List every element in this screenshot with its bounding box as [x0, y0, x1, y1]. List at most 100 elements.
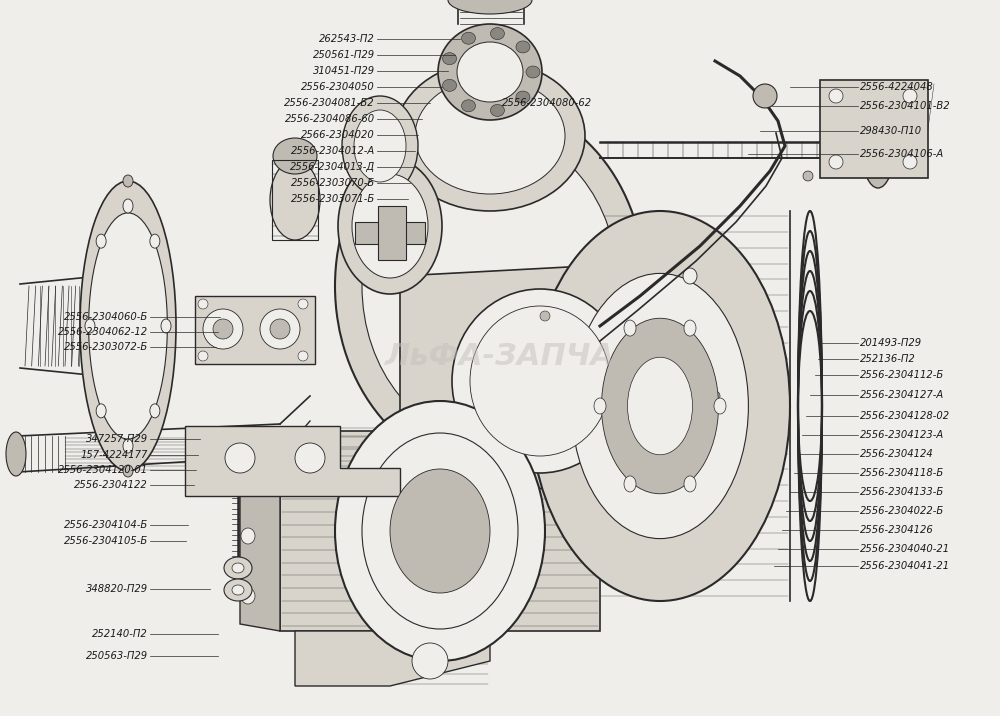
Ellipse shape — [225, 443, 255, 473]
Ellipse shape — [260, 309, 300, 349]
Ellipse shape — [241, 468, 255, 484]
Text: 2556-2303071-Б: 2556-2303071-Б — [291, 194, 375, 204]
Text: 2556-2304050: 2556-2304050 — [301, 82, 375, 92]
Text: 2556-2304123-А: 2556-2304123-А — [860, 430, 944, 440]
Ellipse shape — [526, 66, 540, 78]
Ellipse shape — [335, 401, 545, 661]
Text: 2556-2304120-01: 2556-2304120-01 — [58, 465, 148, 475]
Polygon shape — [240, 431, 280, 631]
Ellipse shape — [457, 42, 523, 102]
Polygon shape — [400, 261, 680, 496]
Ellipse shape — [602, 318, 718, 494]
Text: 2556-2304127-А: 2556-2304127-А — [860, 390, 944, 400]
Ellipse shape — [232, 585, 244, 595]
Text: 2556-2304012-А: 2556-2304012-А — [291, 146, 375, 156]
Ellipse shape — [462, 32, 476, 44]
Ellipse shape — [273, 138, 317, 174]
Text: 252136-П2: 252136-П2 — [860, 354, 916, 364]
Text: 250563-П29: 250563-П29 — [86, 651, 148, 661]
Ellipse shape — [683, 448, 697, 464]
Ellipse shape — [150, 404, 160, 418]
Ellipse shape — [354, 110, 406, 182]
Text: 2556-2304086-60: 2556-2304086-60 — [285, 114, 375, 124]
Ellipse shape — [232, 563, 244, 573]
Ellipse shape — [270, 319, 290, 339]
Ellipse shape — [624, 476, 636, 492]
Ellipse shape — [412, 643, 448, 679]
Ellipse shape — [862, 112, 894, 188]
Ellipse shape — [150, 234, 160, 248]
Text: 157-4224177: 157-4224177 — [81, 450, 148, 460]
Text: 348820-П29: 348820-П29 — [86, 584, 148, 594]
Ellipse shape — [594, 398, 606, 414]
Text: 2556-2304126: 2556-2304126 — [860, 525, 934, 535]
Text: 2556-2304080-62: 2556-2304080-62 — [502, 98, 592, 108]
Bar — [272, 160, 318, 240]
Ellipse shape — [123, 465, 133, 477]
Text: 2556-2304106-А: 2556-2304106-А — [860, 149, 944, 159]
Text: 2556-2304124: 2556-2304124 — [860, 449, 934, 459]
Text: 2556-2304101-В2: 2556-2304101-В2 — [860, 101, 951, 111]
Ellipse shape — [298, 299, 308, 309]
Text: 2556-2304133-Б: 2556-2304133-Б — [860, 487, 944, 497]
Polygon shape — [185, 426, 400, 496]
Ellipse shape — [123, 199, 133, 213]
Ellipse shape — [683, 268, 697, 284]
Ellipse shape — [452, 289, 628, 473]
Text: 201493-П29: 201493-П29 — [860, 338, 922, 348]
Ellipse shape — [224, 557, 252, 579]
Bar — [355, 222, 425, 244]
Text: 2556-2303072-Б: 2556-2303072-Б — [64, 342, 148, 352]
Text: 2556-2304013-Д: 2556-2304013-Д — [290, 162, 375, 172]
Text: 298430-П10: 298430-П10 — [860, 126, 922, 136]
Ellipse shape — [438, 24, 542, 120]
Ellipse shape — [443, 53, 457, 64]
Ellipse shape — [572, 274, 748, 538]
Ellipse shape — [123, 439, 133, 453]
Polygon shape — [295, 631, 490, 686]
Ellipse shape — [335, 101, 645, 471]
Polygon shape — [680, 246, 700, 481]
Ellipse shape — [80, 181, 176, 471]
Text: 2556-2304128-02: 2556-2304128-02 — [860, 411, 950, 421]
Text: 262543-П2: 262543-П2 — [319, 34, 375, 44]
Ellipse shape — [530, 211, 790, 601]
Ellipse shape — [270, 160, 320, 240]
Ellipse shape — [342, 96, 418, 196]
Ellipse shape — [540, 311, 550, 321]
Ellipse shape — [516, 41, 530, 53]
Text: 2556-2304022-Б: 2556-2304022-Б — [860, 506, 944, 516]
Text: 2556-4224048: 2556-4224048 — [860, 82, 934, 92]
Ellipse shape — [684, 476, 696, 492]
Ellipse shape — [241, 528, 255, 544]
Bar — [378, 206, 406, 260]
Ellipse shape — [516, 91, 530, 103]
Ellipse shape — [198, 351, 208, 361]
Text: ЛьФА-ЗАПЧА: ЛьФА-ЗАПЧА — [385, 342, 615, 370]
Ellipse shape — [89, 213, 167, 439]
Text: 2556-2303070-Б: 2556-2303070-Б — [291, 178, 375, 188]
Ellipse shape — [903, 155, 917, 169]
Ellipse shape — [803, 171, 813, 181]
Ellipse shape — [903, 89, 917, 103]
Text: 2556-2304112-Б: 2556-2304112-Б — [860, 370, 944, 380]
Ellipse shape — [224, 579, 252, 601]
Ellipse shape — [714, 398, 726, 414]
Text: 2556-2304122: 2556-2304122 — [74, 480, 148, 490]
Text: 250561-П29: 250561-П29 — [313, 50, 375, 60]
Ellipse shape — [85, 319, 95, 333]
Bar — [820, 80, 928, 178]
Ellipse shape — [96, 234, 106, 248]
Ellipse shape — [203, 309, 243, 349]
Ellipse shape — [6, 432, 26, 476]
Ellipse shape — [753, 84, 777, 108]
Ellipse shape — [829, 155, 843, 169]
Polygon shape — [280, 431, 600, 631]
Ellipse shape — [161, 319, 171, 333]
Text: 2566-2304020: 2566-2304020 — [301, 130, 375, 140]
Ellipse shape — [490, 28, 504, 39]
Text: 2556-2304081-Б2: 2556-2304081-Б2 — [284, 98, 375, 108]
Ellipse shape — [96, 404, 106, 418]
Ellipse shape — [198, 299, 208, 309]
Ellipse shape — [829, 89, 843, 103]
